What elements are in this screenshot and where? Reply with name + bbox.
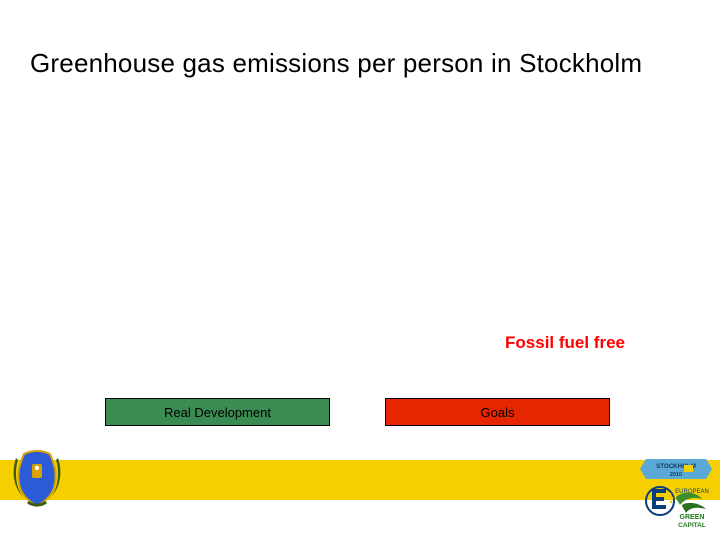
legend: Real Development Goals [105,398,610,426]
svg-text:CAPITAL: CAPITAL [678,522,706,529]
legend-goals-label: Goals [481,405,515,420]
stockholm-crest-icon [10,446,64,515]
svg-text:GREEN: GREEN [680,514,705,521]
slide-title: Greenhouse gas emissions per person in S… [30,48,642,79]
footer-bar [0,460,720,500]
green-capital-award-icon: STOCKHOLM 2010 EUROPEAN GREEN CAPITAL [640,457,712,534]
svg-text:2010: 2010 [670,472,682,478]
legend-real-development: Real Development [105,398,330,426]
fossil-fuel-free-label: Fossil fuel free [505,333,625,353]
legend-goals: Goals [385,398,610,426]
legend-real-label: Real Development [164,405,271,420]
slide: Greenhouse gas emissions per person in S… [0,0,720,540]
